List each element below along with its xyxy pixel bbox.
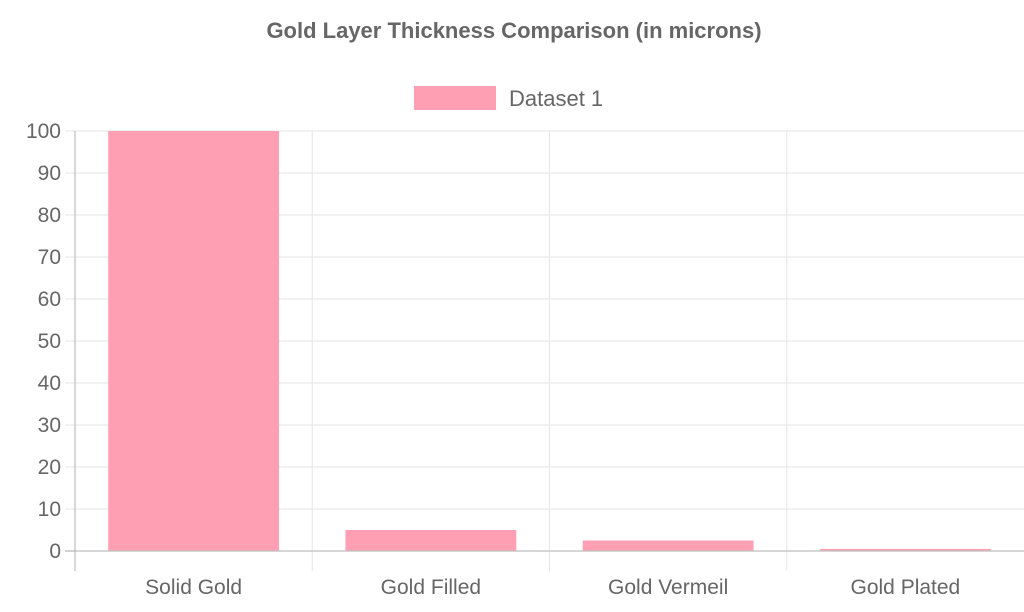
y-tick-label: 0 xyxy=(49,540,61,563)
y-tick-label: 90 xyxy=(38,162,61,185)
x-tick-label: Gold Filled xyxy=(381,576,481,599)
legend-swatch xyxy=(414,86,496,110)
bar-solid-gold[interactable] xyxy=(108,131,280,551)
x-tick-label: Gold Plated xyxy=(851,576,961,599)
x-tick-label: Solid Gold xyxy=(145,576,242,599)
y-tick-label: 40 xyxy=(38,372,61,395)
x-tick-label: Gold Vermeil xyxy=(608,576,728,599)
y-tick-label: 20 xyxy=(38,456,61,479)
y-tick-label: 100 xyxy=(26,120,61,143)
bars xyxy=(108,131,991,551)
bar-gold-plated[interactable] xyxy=(819,548,991,551)
y-tick-labels: 0 10 20 30 40 50 60 70 80 90 100 xyxy=(26,120,61,563)
y-tick-label: 60 xyxy=(38,288,61,311)
legend-label: Dataset 1 xyxy=(509,86,603,111)
y-tick-label: 70 xyxy=(38,246,61,269)
bar-gold-filled[interactable] xyxy=(345,530,517,551)
legend[interactable]: Dataset 1 xyxy=(414,86,603,111)
bar-gold-vermeil[interactable] xyxy=(582,540,754,552)
y-tick-label: 10 xyxy=(38,498,61,521)
y-tick-label: 80 xyxy=(38,204,61,227)
y-tick-label: 30 xyxy=(38,414,61,437)
x-tick-labels: Solid Gold Gold Filled Gold Vermeil Gold Pl… xyxy=(145,576,960,599)
axes xyxy=(65,131,1024,571)
chart-title: Gold Layer Thickness Comparison (in micr… xyxy=(266,18,761,43)
y-tick-label: 50 xyxy=(38,330,61,353)
